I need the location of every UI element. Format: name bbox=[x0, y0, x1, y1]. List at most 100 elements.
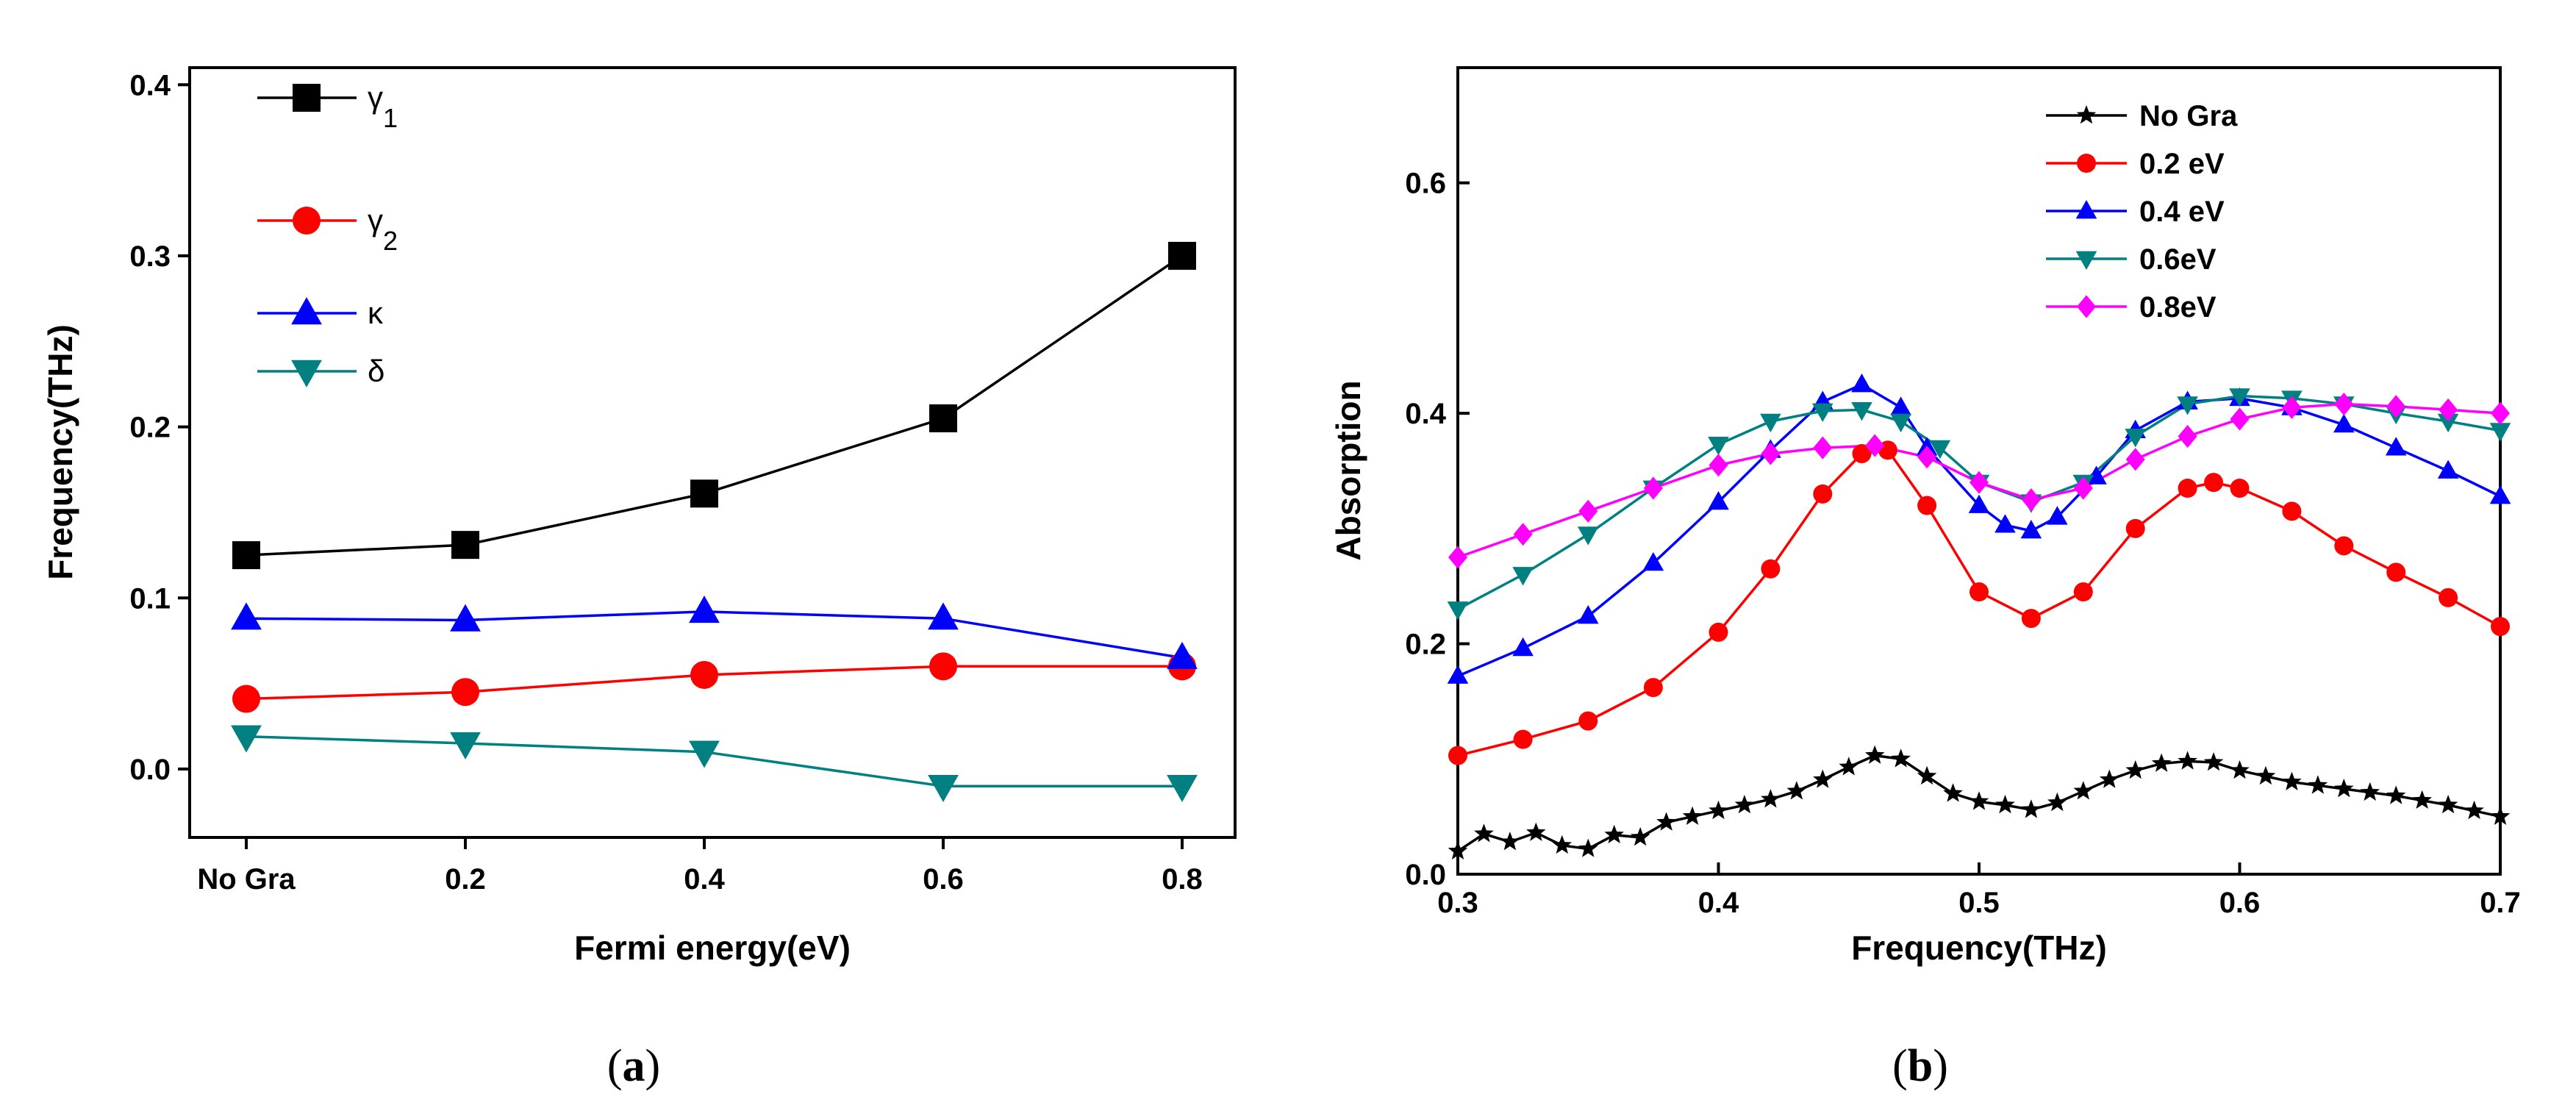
data-point bbox=[2125, 448, 2145, 471]
legend-label-subscript: 1 bbox=[383, 103, 398, 133]
panel-a-label-letter: a bbox=[623, 1041, 645, 1091]
legend-swatch-marker bbox=[2076, 105, 2097, 124]
data-point bbox=[2334, 393, 2354, 416]
legend-label: γ1 bbox=[368, 80, 398, 133]
panel-b-plot-frame bbox=[1456, 66, 2502, 876]
panel-b-series-markers bbox=[1447, 373, 2511, 859]
legend-swatch-marker bbox=[291, 360, 322, 387]
data-point bbox=[928, 602, 959, 630]
data-point bbox=[2360, 782, 2380, 801]
panel-b-legend: No Gra 0.2 eV 0.4 eV 0.6eV 0.8eV bbox=[2046, 100, 2238, 324]
data-point bbox=[1448, 840, 1468, 859]
panel-a-y-ticks: 0.0 0.1 0.2 0.3 0.4 bbox=[129, 69, 190, 786]
data-point bbox=[689, 596, 720, 623]
data-point bbox=[2178, 479, 2197, 498]
panel-b-y-ticks: 0.0 0.2 0.4 0.6 bbox=[1405, 168, 1470, 891]
data-point bbox=[2439, 587, 2458, 607]
data-point bbox=[2086, 465, 2107, 485]
data-point bbox=[2125, 429, 2146, 448]
data-point bbox=[2204, 473, 2224, 493]
data-point bbox=[1929, 440, 1951, 460]
data-point bbox=[1512, 567, 1534, 586]
data-point bbox=[690, 660, 718, 689]
data-point bbox=[2282, 771, 2302, 790]
y-tick-label: 0.0 bbox=[129, 754, 171, 786]
data-point bbox=[2178, 751, 2197, 770]
data-point bbox=[1969, 471, 1989, 494]
panel-a-legend: γ1 γ2 κδ bbox=[257, 80, 398, 388]
data-point bbox=[232, 541, 260, 570]
data-point bbox=[1577, 605, 1599, 624]
data-point bbox=[1734, 795, 1755, 814]
legend-label: κ bbox=[368, 296, 384, 330]
data-point bbox=[2230, 407, 2250, 431]
legend-label-subscript: 2 bbox=[383, 226, 398, 256]
data-point bbox=[1500, 832, 1520, 851]
data-point bbox=[2230, 479, 2250, 498]
data-point bbox=[1851, 373, 1872, 393]
data-point bbox=[1578, 838, 1598, 857]
data-point bbox=[1604, 824, 1624, 843]
data-point bbox=[1891, 748, 1911, 768]
data-point bbox=[2334, 536, 2354, 556]
x-tick-label: 0.6 bbox=[923, 863, 964, 896]
data-point bbox=[929, 652, 957, 681]
data-point bbox=[2020, 520, 2042, 539]
data-point bbox=[450, 604, 481, 632]
legend-label: 0.6eV bbox=[2139, 243, 2217, 276]
legend-swatch-marker bbox=[2075, 200, 2097, 219]
data-point bbox=[1890, 396, 1911, 415]
x-tick-label: 0.5 bbox=[1958, 887, 2000, 919]
data-point bbox=[2439, 398, 2458, 422]
data-point bbox=[1643, 678, 1663, 698]
y-tick-label: 0.3 bbox=[129, 240, 171, 273]
x-tick-label: 0.7 bbox=[2480, 887, 2521, 919]
legend-swatch-marker bbox=[291, 297, 322, 325]
y-tick-label: 0.0 bbox=[1405, 859, 1446, 891]
data-point bbox=[2151, 753, 2172, 772]
x-tick-label: 0.3 bbox=[1437, 887, 1478, 919]
data-point bbox=[1578, 499, 1598, 523]
data-point bbox=[1917, 765, 1937, 785]
data-point bbox=[1786, 781, 1807, 800]
data-point bbox=[1917, 446, 1937, 469]
y-tick-label: 0.2 bbox=[1405, 629, 1446, 661]
y-tick-label: 0.4 bbox=[129, 69, 171, 101]
data-point bbox=[231, 602, 262, 630]
data-point bbox=[1969, 791, 1989, 810]
data-point bbox=[1995, 795, 2015, 814]
data-point bbox=[1761, 559, 1781, 579]
data-point bbox=[231, 725, 262, 753]
data-point bbox=[2491, 401, 2510, 425]
legend-label: γ2 bbox=[368, 203, 398, 256]
data-point bbox=[1708, 490, 1729, 510]
panel-a-plot-frame bbox=[188, 66, 1237, 839]
data-point bbox=[1813, 769, 1833, 788]
data-point bbox=[1761, 442, 1781, 465]
data-point bbox=[1994, 514, 2016, 533]
data-point bbox=[1761, 789, 1781, 808]
data-point bbox=[2282, 501, 2302, 521]
data-point bbox=[1643, 476, 1663, 500]
data-point bbox=[2021, 609, 2041, 629]
data-point bbox=[1709, 454, 1728, 477]
data-point bbox=[2437, 460, 2459, 479]
data-point bbox=[1552, 834, 1573, 854]
data-point bbox=[1943, 783, 1963, 802]
data-point bbox=[451, 678, 479, 707]
data-point bbox=[2438, 795, 2458, 814]
data-point bbox=[2178, 424, 2197, 448]
data-point bbox=[1578, 711, 1598, 731]
data-point bbox=[2099, 769, 2119, 788]
data-point bbox=[2177, 396, 2198, 415]
data-point bbox=[1448, 746, 1467, 765]
data-point bbox=[1709, 622, 1728, 642]
data-point bbox=[1577, 526, 1599, 546]
data-point bbox=[2073, 781, 2094, 800]
data-point bbox=[2385, 437, 2407, 456]
data-point bbox=[1760, 413, 1781, 433]
legend-label: No Gra bbox=[2139, 100, 2238, 132]
data-point bbox=[1526, 822, 1546, 841]
data-point bbox=[1812, 403, 1833, 422]
